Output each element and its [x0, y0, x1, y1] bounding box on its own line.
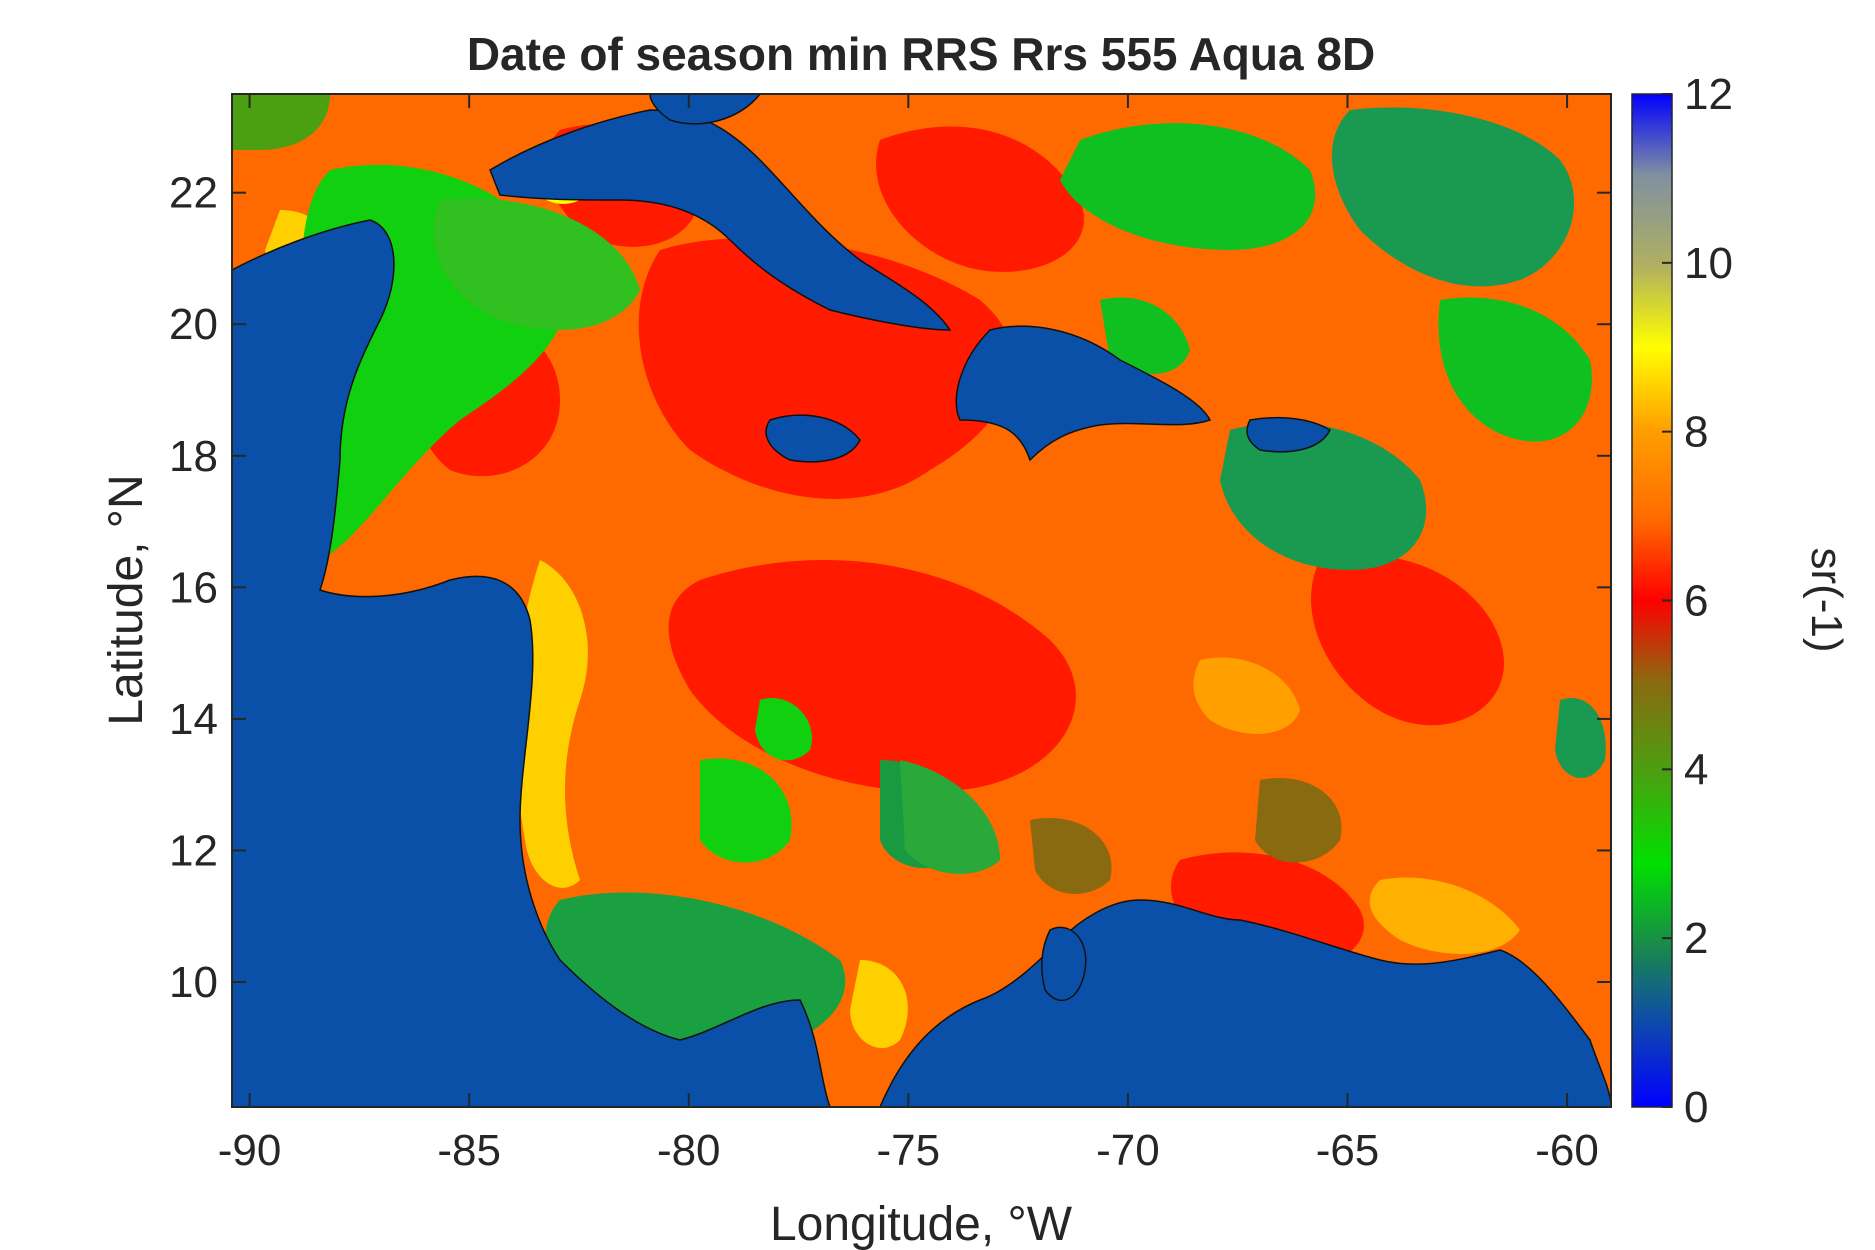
plot-area [232, 94, 1611, 1107]
plot-frame [231, 93, 1612, 1108]
x-tick-label: -65 [1316, 1126, 1380, 1175]
colorbar-label: sr(-1) [1802, 547, 1851, 652]
x-axis-label: Longitude, °W [770, 1198, 1073, 1250]
x-tick-label: -85 [437, 1126, 501, 1175]
y-tick-label: 22 [169, 169, 218, 218]
colorbar-tick-label: 4 [1684, 745, 1708, 794]
colorbar-tick-label: 8 [1684, 408, 1708, 457]
x-tick-label: -80 [657, 1126, 721, 1175]
colorbar-tick-label: 0 [1684, 1083, 1708, 1132]
y-tick-label: 14 [169, 695, 218, 744]
land-jamaica [765, 414, 861, 463]
colorbar-tick-label: 12 [1684, 70, 1733, 119]
land-puerto-rico [1246, 416, 1331, 453]
land-yucatan [232, 219, 831, 1107]
x-tick-label: -60 [1535, 1126, 1599, 1175]
x-tick-label: -75 [877, 1126, 941, 1175]
x-tick-label: -90 [218, 1126, 282, 1175]
x-axis: -90 -85 -80 -75 -70 -65 -60 [218, 94, 1599, 1175]
y-tick-label: 18 [169, 432, 218, 481]
chart-title: Date of season min RRS Rrs 555 Aqua 8D [467, 28, 1375, 80]
y-tick-label: 10 [169, 958, 218, 1007]
y-axis: 10 12 14 16 18 20 22 [169, 169, 1611, 1007]
y-axis-label: Latitude, °N [100, 474, 153, 725]
y-tick-label: 20 [169, 300, 218, 349]
x-tick-label: -70 [1096, 1126, 1160, 1175]
land-bahamas [649, 94, 761, 125]
land-maracaibo [1040, 926, 1087, 1002]
colorbar-tick-label: 10 [1684, 239, 1733, 288]
colorbar-tick-label: 2 [1684, 914, 1708, 963]
colorbar-tick-label: 6 [1684, 577, 1708, 626]
y-tick-label: 12 [169, 826, 218, 875]
colorbar-ticks: 0 2 4 6 8 10 12 [1662, 70, 1733, 1132]
land-masses [232, 94, 1611, 1107]
y-tick-label: 16 [169, 563, 218, 612]
land-hispaniola [955, 325, 1212, 462]
